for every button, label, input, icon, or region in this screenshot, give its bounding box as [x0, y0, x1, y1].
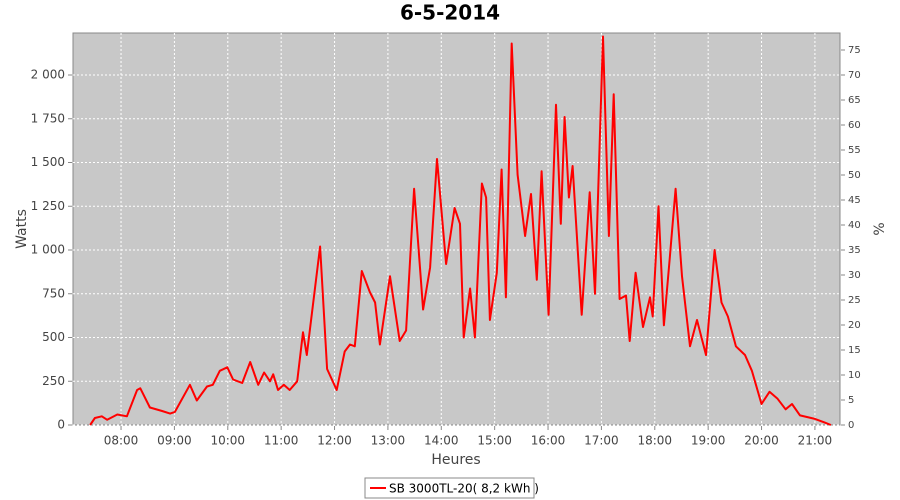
x-tick-label: 09:00	[157, 434, 192, 448]
y-axis-label: Watts	[14, 209, 30, 249]
chart-title: 6-5-2014	[400, 1, 500, 25]
x-tick-label: 17:00	[584, 434, 619, 448]
y2-tick-label: 60	[848, 120, 861, 131]
y2-tick-label: 0	[848, 420, 854, 431]
y2-tick-label: 20	[848, 320, 861, 331]
x-tick-label: 16:00	[531, 434, 566, 448]
x-tick-label: 12:00	[317, 434, 352, 448]
y-tick-label: 500	[42, 330, 65, 344]
y2-tick-label: 15	[848, 345, 861, 356]
y2-tick-label: 55	[848, 145, 861, 156]
y-tick-label: 0	[57, 418, 65, 432]
y2-tick-label: 40	[848, 220, 861, 231]
plot-area	[72, 32, 841, 426]
y2-tick-label: 45	[848, 195, 861, 206]
series-line	[89, 35, 832, 426]
y2-tick-label: 10	[848, 370, 861, 381]
y-tick-label: 1 500	[31, 155, 65, 169]
y2-tick-label: 5	[848, 395, 854, 406]
x-tick-label: 19:00	[691, 434, 726, 448]
y2-tick-label: 35	[848, 245, 861, 256]
y2-axis-label: %	[872, 222, 888, 235]
x-tick-label: 15:00	[477, 434, 512, 448]
x-tick-label: 08:00	[104, 434, 139, 448]
y-tick-label: 250	[42, 374, 65, 388]
y2-tick-label: 70	[848, 70, 861, 81]
x-tick-label: 13:00	[371, 434, 406, 448]
y-tick-label: 750	[42, 286, 65, 300]
y-tick-label: 1 250	[31, 199, 65, 213]
x-tick-label: 20:00	[744, 434, 779, 448]
y-tick-label: 1 750	[31, 111, 65, 125]
x-tick-label: 14:00	[424, 434, 459, 448]
x-axis-label: Heures	[431, 452, 480, 468]
y2-tick-label: 25	[848, 295, 861, 306]
y2-tick-label: 30	[848, 270, 861, 281]
x-tick-label: 21:00	[798, 434, 833, 448]
y2-tick-label: 75	[848, 45, 861, 56]
legend-box	[364, 477, 535, 499]
legend-label: SB 3000TL-20( 8,2 kWh )	[389, 482, 539, 496]
y2-tick-label: 65	[848, 95, 861, 106]
x-tick-label: 11:00	[264, 434, 299, 448]
y2-tick-label: 50	[848, 170, 861, 181]
x-tick-label: 18:00	[637, 434, 672, 448]
y-tick-label: 1 000	[31, 243, 65, 257]
y-tick-label: 2 000	[31, 68, 65, 82]
x-tick-label: 10:00	[210, 434, 245, 448]
